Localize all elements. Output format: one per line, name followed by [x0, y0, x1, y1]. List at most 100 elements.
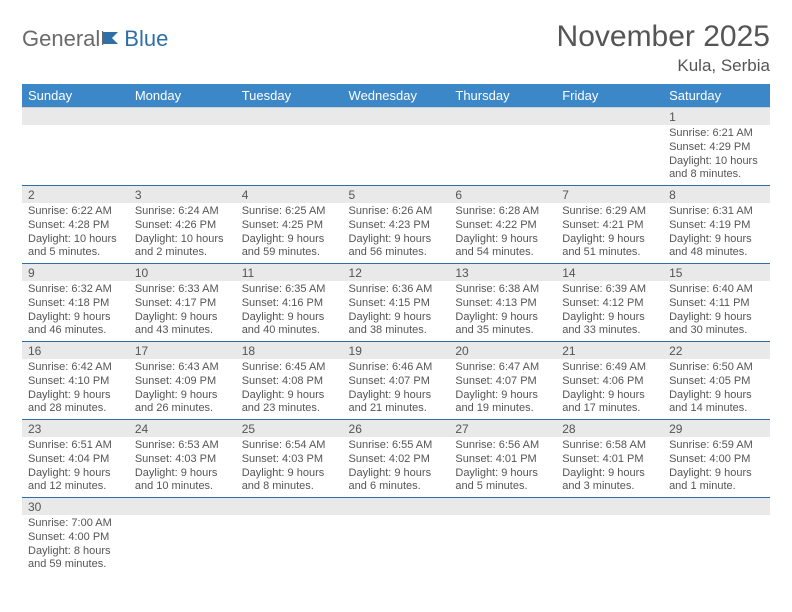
- date-number-row: 16171819202122: [22, 342, 770, 360]
- sunrise-text: Sunrise: 6:31 AM: [669, 205, 764, 219]
- sunset-text: Sunset: 4:08 PM: [242, 375, 337, 389]
- day-cell: [663, 515, 770, 575]
- daylight-text: Daylight: 9 hours and 23 minutes.: [242, 389, 337, 417]
- daylight-text: Daylight: 9 hours and 17 minutes.: [562, 389, 657, 417]
- title-block: November 2025 Kula, Serbia: [557, 20, 770, 76]
- month-title: November 2025: [557, 20, 770, 54]
- weekday-header-row: Sunday Monday Tuesday Wednesday Thursday…: [22, 84, 770, 108]
- day-cell: Sunrise: 6:50 AMSunset: 4:05 PMDaylight:…: [663, 359, 770, 420]
- sunrise-text: Sunrise: 6:21 AM: [669, 127, 764, 141]
- daylight-text: Daylight: 9 hours and 19 minutes.: [455, 389, 550, 417]
- date-number-row: 30: [22, 498, 770, 516]
- weekday-header: Monday: [129, 84, 236, 108]
- daylight-text: Daylight: 10 hours and 5 minutes.: [28, 233, 123, 261]
- flag-icon: [102, 26, 122, 52]
- day-cell: Sunrise: 6:42 AMSunset: 4:10 PMDaylight:…: [22, 359, 129, 420]
- sunset-text: Sunset: 4:13 PM: [455, 297, 550, 311]
- day-cell: Sunrise: 7:00 AMSunset: 4:00 PMDaylight:…: [22, 515, 129, 575]
- daylight-text: Daylight: 10 hours and 8 minutes.: [669, 155, 764, 183]
- date-number-cell: 15: [663, 264, 770, 282]
- day-cell: Sunrise: 6:55 AMSunset: 4:02 PMDaylight:…: [343, 437, 450, 498]
- sunrise-text: Sunrise: 6:25 AM: [242, 205, 337, 219]
- date-number-cell: 18: [236, 342, 343, 360]
- sunrise-text: Sunrise: 6:32 AM: [28, 283, 123, 297]
- weekday-header: Wednesday: [343, 84, 450, 108]
- sunset-text: Sunset: 4:17 PM: [135, 297, 230, 311]
- date-number-cell: 10: [129, 264, 236, 282]
- day-cell: [343, 515, 450, 575]
- daylight-text: Daylight: 9 hours and 38 minutes.: [349, 311, 444, 339]
- day-cell: Sunrise: 6:46 AMSunset: 4:07 PMDaylight:…: [343, 359, 450, 420]
- day-cell: [449, 515, 556, 575]
- sunrise-text: Sunrise: 6:22 AM: [28, 205, 123, 219]
- data-row: Sunrise: 6:51 AMSunset: 4:04 PMDaylight:…: [22, 437, 770, 498]
- sunrise-text: Sunrise: 6:56 AM: [455, 439, 550, 453]
- calendar-page: General Blue November 2025 Kula, Serbia …: [0, 0, 792, 595]
- sunrise-text: Sunrise: 6:49 AM: [562, 361, 657, 375]
- day-cell: Sunrise: 6:58 AMSunset: 4:01 PMDaylight:…: [556, 437, 663, 498]
- day-cell: Sunrise: 6:51 AMSunset: 4:04 PMDaylight:…: [22, 437, 129, 498]
- sunset-text: Sunset: 4:05 PM: [669, 375, 764, 389]
- sunset-text: Sunset: 4:02 PM: [349, 453, 444, 467]
- date-number-cell: 5: [343, 186, 450, 204]
- sunset-text: Sunset: 4:10 PM: [28, 375, 123, 389]
- weekday-header: Saturday: [663, 84, 770, 108]
- logo-text-2: Blue: [124, 26, 168, 52]
- sunset-text: Sunset: 4:01 PM: [455, 453, 550, 467]
- sunset-text: Sunset: 4:19 PM: [669, 219, 764, 233]
- date-number-row: 23242526272829: [22, 420, 770, 438]
- date-number-row: 1: [22, 108, 770, 126]
- day-cell: Sunrise: 6:43 AMSunset: 4:09 PMDaylight:…: [129, 359, 236, 420]
- date-number-cell: 6: [449, 186, 556, 204]
- date-number-cell: [343, 108, 450, 126]
- sunrise-text: Sunrise: 6:29 AM: [562, 205, 657, 219]
- date-number-cell: 3: [129, 186, 236, 204]
- day-cell: Sunrise: 6:31 AMSunset: 4:19 PMDaylight:…: [663, 203, 770, 264]
- weekday-header: Thursday: [449, 84, 556, 108]
- daylight-text: Daylight: 10 hours and 2 minutes.: [135, 233, 230, 261]
- sunrise-text: Sunrise: 6:51 AM: [28, 439, 123, 453]
- date-number-cell: 19: [343, 342, 450, 360]
- date-number-cell: 4: [236, 186, 343, 204]
- day-cell: Sunrise: 6:53 AMSunset: 4:03 PMDaylight:…: [129, 437, 236, 498]
- daylight-text: Daylight: 9 hours and 35 minutes.: [455, 311, 550, 339]
- sunset-text: Sunset: 4:18 PM: [28, 297, 123, 311]
- sunrise-text: Sunrise: 6:45 AM: [242, 361, 337, 375]
- daylight-text: Daylight: 9 hours and 28 minutes.: [28, 389, 123, 417]
- date-number-cell: [236, 108, 343, 126]
- date-number-cell: [129, 108, 236, 126]
- daylight-text: Daylight: 9 hours and 59 minutes.: [242, 233, 337, 261]
- sunrise-text: Sunrise: 6:35 AM: [242, 283, 337, 297]
- sunrise-text: Sunrise: 6:39 AM: [562, 283, 657, 297]
- day-cell: Sunrise: 6:39 AMSunset: 4:12 PMDaylight:…: [556, 281, 663, 342]
- sunrise-text: Sunrise: 6:46 AM: [349, 361, 444, 375]
- sunset-text: Sunset: 4:29 PM: [669, 141, 764, 155]
- sunset-text: Sunset: 4:25 PM: [242, 219, 337, 233]
- sunrise-text: Sunrise: 6:53 AM: [135, 439, 230, 453]
- day-cell: [129, 515, 236, 575]
- date-number-cell: 29: [663, 420, 770, 438]
- date-number-cell: 22: [663, 342, 770, 360]
- date-number-cell: 24: [129, 420, 236, 438]
- day-cell: [556, 125, 663, 186]
- date-number-cell: 20: [449, 342, 556, 360]
- date-number-cell: 9: [22, 264, 129, 282]
- sunrise-text: Sunrise: 6:40 AM: [669, 283, 764, 297]
- daylight-text: Daylight: 9 hours and 56 minutes.: [349, 233, 444, 261]
- sunrise-text: Sunrise: 6:58 AM: [562, 439, 657, 453]
- daylight-text: Daylight: 9 hours and 33 minutes.: [562, 311, 657, 339]
- date-number-cell: 28: [556, 420, 663, 438]
- sunrise-text: Sunrise: 6:42 AM: [28, 361, 123, 375]
- daylight-text: Daylight: 9 hours and 43 minutes.: [135, 311, 230, 339]
- daylight-text: Daylight: 8 hours and 59 minutes.: [28, 545, 123, 573]
- sunrise-text: Sunrise: 6:47 AM: [455, 361, 550, 375]
- date-number-cell: [663, 498, 770, 516]
- sunset-text: Sunset: 4:11 PM: [669, 297, 764, 311]
- daylight-text: Daylight: 9 hours and 1 minute.: [669, 467, 764, 495]
- daylight-text: Daylight: 9 hours and 21 minutes.: [349, 389, 444, 417]
- sunrise-text: Sunrise: 6:50 AM: [669, 361, 764, 375]
- day-cell: Sunrise: 6:25 AMSunset: 4:25 PMDaylight:…: [236, 203, 343, 264]
- date-number-cell: 7: [556, 186, 663, 204]
- date-number-cell: 25: [236, 420, 343, 438]
- daylight-text: Daylight: 9 hours and 12 minutes.: [28, 467, 123, 495]
